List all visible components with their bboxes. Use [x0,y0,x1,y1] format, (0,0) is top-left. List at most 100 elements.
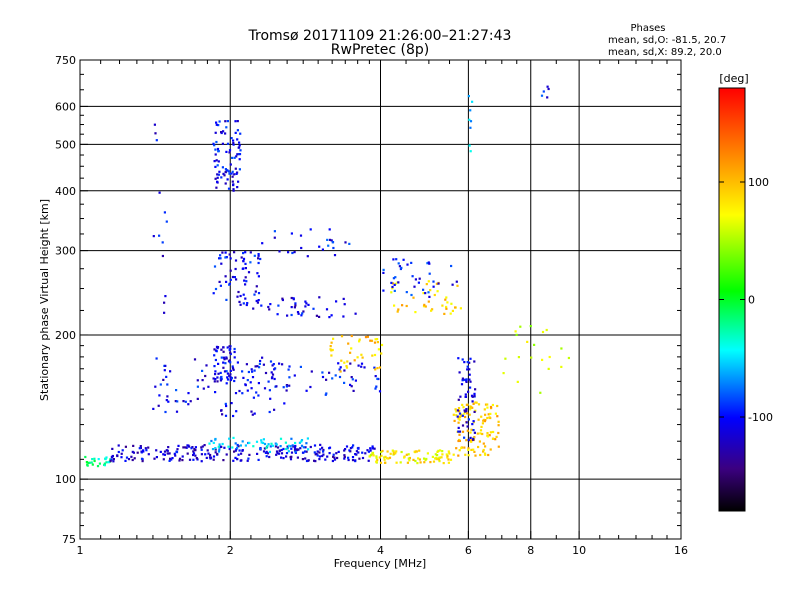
data-point [384,461,387,464]
data-point [257,458,260,461]
data-point [153,457,156,460]
data-point [373,447,376,450]
x-axis-label: Frequency [MHz] [334,557,426,570]
data-point [294,444,297,448]
data-point [380,343,384,347]
data-point [418,458,421,461]
data-point [377,348,380,351]
data-point [161,254,164,258]
data-point [209,453,212,457]
data-point [351,378,354,381]
data-point [486,416,489,420]
data-point [392,277,395,280]
data-point [232,143,235,146]
data-point [447,461,450,464]
data-point [473,431,476,434]
data-point [332,455,335,458]
data-point [265,446,268,450]
data-point [285,389,288,392]
data-point [287,450,290,453]
data-point [367,459,370,462]
data-point [286,314,289,317]
data-point [351,459,355,462]
data-point [300,439,304,442]
data-point [236,361,239,364]
data-point [321,375,325,379]
data-point [215,186,218,189]
colorbar-tick-label: 0 [748,294,755,307]
data-point [255,391,258,394]
data-point [175,451,179,454]
data-point [469,408,472,411]
data-point [175,389,178,392]
data-point [105,456,108,459]
data-point [546,85,549,88]
data-point [264,451,267,454]
data-point [345,445,349,448]
data-point [233,251,236,254]
data-point [469,380,472,383]
data-point [470,439,473,442]
data-point [461,403,464,406]
data-point [253,412,256,415]
data-point [329,345,332,348]
data-point [441,453,444,456]
data-point [233,276,236,279]
data-point [445,296,448,299]
data-point [242,376,245,379]
data-point [194,454,197,457]
data-point [541,330,545,334]
data-point [410,261,413,264]
data-point [158,191,161,194]
data-point [187,403,190,406]
data-point [250,387,253,390]
data-point [318,458,321,461]
data-point [233,347,236,351]
data-point [533,343,536,346]
data-point [93,459,96,463]
data-point [349,362,352,365]
data-point [526,340,529,343]
data-point [371,451,375,454]
data-point [131,458,134,462]
data-point [349,447,352,450]
data-point [165,375,168,378]
data-point [237,290,240,294]
data-point [384,455,387,458]
data-point [465,408,468,411]
data-point [300,444,304,447]
data-point [200,460,203,463]
data-point [447,450,450,453]
data-point [277,452,281,455]
x-tick-label: 2 [227,544,234,557]
data-point [343,455,346,458]
data-point [497,431,500,435]
data-point [226,376,229,379]
data-point [393,289,396,292]
data-point [224,168,227,171]
data-point [379,461,383,464]
data-point [231,180,234,183]
data-point [145,449,148,452]
data-point [153,123,156,126]
data-point [225,453,228,456]
data-point [318,315,321,318]
data-point [514,330,517,333]
data-point [258,366,261,369]
data-point [484,413,487,416]
data-point [463,436,466,439]
data-point [296,311,300,314]
data-point [452,453,455,456]
data-point [335,452,338,455]
data-point [273,377,276,381]
data-point [438,456,441,459]
data-point [217,160,220,163]
data-point [530,356,533,359]
data-point [432,285,435,288]
data-point [239,459,242,462]
data-point [240,452,243,455]
data-point [229,378,232,382]
data-point [233,173,236,176]
data-point [268,410,271,414]
data-point [121,449,124,452]
